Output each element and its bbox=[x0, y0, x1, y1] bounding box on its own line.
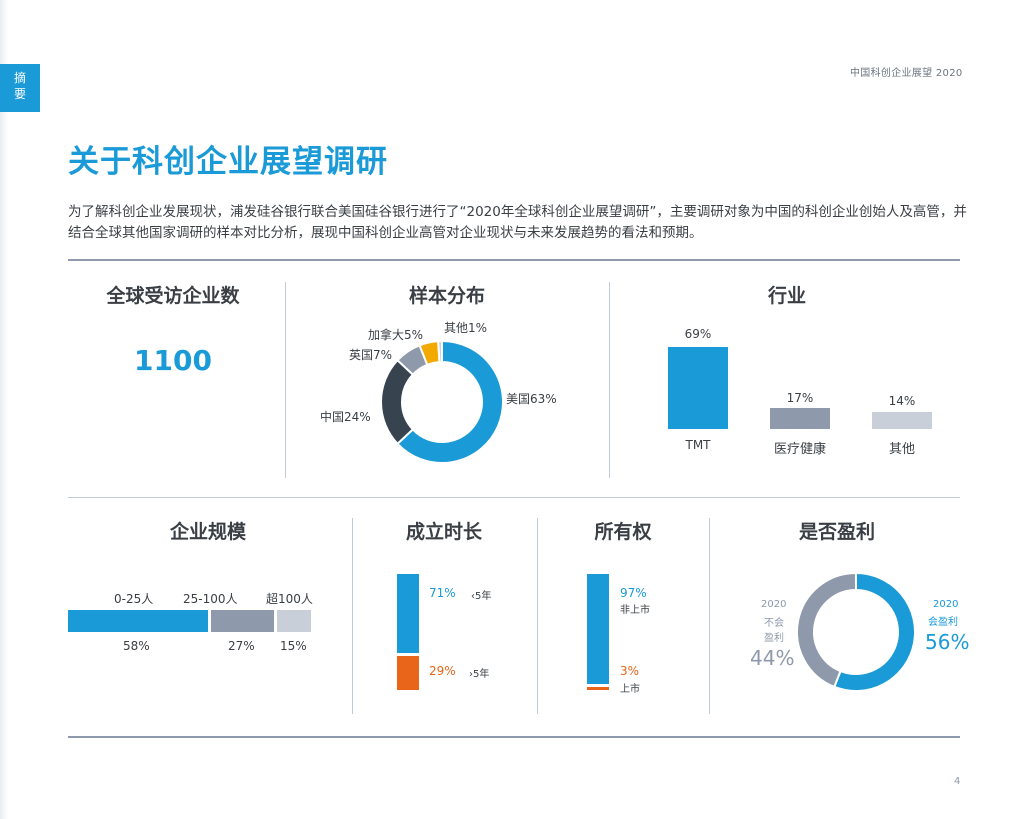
age-label-young: ‹5年 bbox=[471, 591, 492, 602]
profit-yes-pct: 56% bbox=[925, 630, 970, 654]
intro-paragraph: 为了解科创企业发展现状，浦发硅谷银行联合美国硅谷银行进行了“2020年全球科创企… bbox=[68, 204, 967, 241]
industry-pct-health: 17% bbox=[786, 391, 814, 405]
own-pct-public: 3% bbox=[620, 664, 640, 678]
divider bbox=[352, 518, 353, 714]
own-label-public: 上市 bbox=[620, 684, 640, 695]
bar-own-private bbox=[587, 574, 609, 684]
divider bbox=[285, 282, 286, 478]
age-title: 成立时长 bbox=[405, 521, 482, 543]
bar-size-small bbox=[68, 610, 208, 632]
own-pct-private: 97% bbox=[620, 586, 647, 600]
size-title: 企业规模 bbox=[169, 521, 246, 543]
industry-label-other: 其他 bbox=[888, 442, 915, 457]
page-edge bbox=[0, 0, 8, 819]
age-label-old: ›5年 bbox=[469, 669, 490, 680]
profit-yes-label: 会盈利 bbox=[928, 617, 958, 628]
section-tab-line1: 摘 bbox=[13, 71, 26, 85]
bar-size-large bbox=[277, 610, 311, 632]
bar-other bbox=[872, 412, 932, 429]
global-count-title: 全球受访企业数 bbox=[106, 285, 240, 307]
industry-label-tmt: TMT bbox=[685, 438, 711, 452]
page-number: 4 bbox=[954, 776, 961, 787]
slice-cn bbox=[380, 358, 415, 446]
divider bbox=[537, 518, 538, 714]
bar-age-young bbox=[397, 574, 419, 653]
ownership-title: 所有权 bbox=[594, 521, 652, 543]
profit-no-label1: 不会 bbox=[764, 618, 784, 629]
section-tab-line2: 要 bbox=[13, 87, 26, 101]
bar-health bbox=[770, 408, 830, 429]
sample-donut bbox=[380, 340, 504, 464]
size-pct-mid: 27% bbox=[228, 639, 255, 653]
sample-label-uk: 英国7% bbox=[349, 348, 393, 362]
sample-label-cn: 中国24% bbox=[320, 410, 371, 424]
industry-title: 行业 bbox=[767, 285, 806, 307]
size-pct-large: 15% bbox=[280, 639, 307, 653]
page-title: 关于科创企业展望调研 bbox=[68, 144, 388, 180]
profit-no-pct: 44% bbox=[750, 646, 795, 670]
middle-rule bbox=[68, 497, 960, 498]
sample-title: 样本分布 bbox=[408, 285, 485, 307]
slice-other bbox=[437, 340, 443, 364]
profit-donut bbox=[796, 572, 916, 692]
bar-own-public bbox=[587, 687, 609, 690]
size-label-large: 超100人 bbox=[266, 592, 313, 606]
profit-title: 是否盈利 bbox=[798, 521, 875, 543]
profit-no-label2: 盈利 bbox=[764, 633, 784, 644]
age-pct-young: 71% bbox=[429, 586, 456, 600]
bottom-rule bbox=[68, 736, 960, 738]
slice-us bbox=[396, 340, 504, 464]
slice-profit-yes bbox=[832, 572, 916, 692]
divider bbox=[709, 518, 710, 714]
size-pct-small: 58% bbox=[123, 639, 150, 653]
bar-age-old bbox=[397, 656, 419, 690]
size-label-small: 0-25人 bbox=[114, 592, 154, 606]
industry-label-health: 医疗健康 bbox=[773, 442, 826, 457]
age-pct-old: 29% bbox=[429, 664, 456, 678]
slice-profit-no bbox=[796, 572, 857, 689]
top-rule bbox=[68, 259, 960, 261]
sample-label-other: 其他1% bbox=[444, 321, 488, 335]
profit-yes-year: 2020 bbox=[933, 599, 959, 610]
sample-label-ca: 加拿大5% bbox=[368, 328, 424, 342]
divider bbox=[609, 282, 610, 478]
industry-pct-other: 14% bbox=[888, 394, 916, 408]
size-label-mid: 25-100人 bbox=[183, 592, 238, 606]
section-tab[interactable]: 摘 要 bbox=[0, 64, 40, 112]
sample-label-us: 美国63% bbox=[506, 392, 557, 406]
report-tag: 中国科创企业展望 2020 bbox=[850, 68, 963, 79]
global-count-value: 1100 bbox=[134, 344, 212, 377]
bar-tmt bbox=[668, 347, 728, 429]
industry-pct-tmt: 69% bbox=[684, 327, 712, 341]
bar-size-mid bbox=[211, 610, 274, 632]
profit-no-year: 2020 bbox=[761, 599, 787, 610]
own-label-private: 非上市 bbox=[620, 605, 650, 616]
